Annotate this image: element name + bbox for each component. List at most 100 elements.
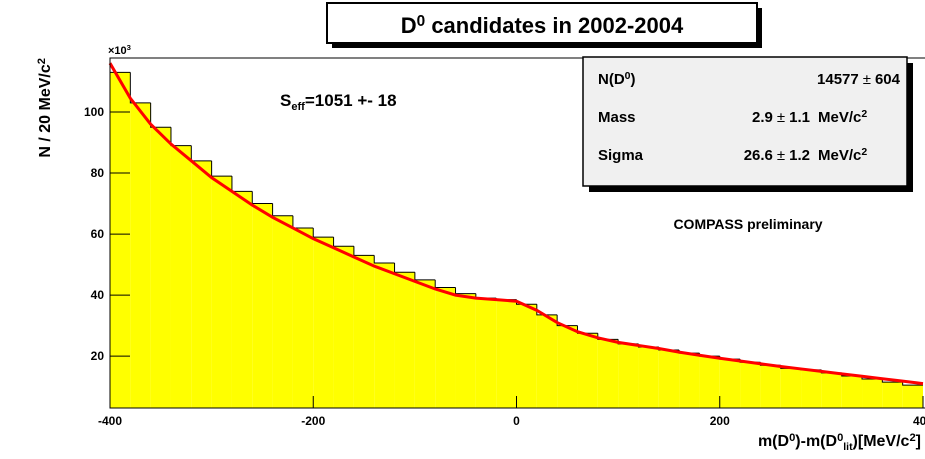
histogram-bar [496, 299, 517, 408]
stats-box [582, 56, 908, 187]
y-multiplier: ×103 [108, 43, 131, 57]
title-box [326, 2, 758, 44]
annotation: Seff=1051 +- 18 [280, 91, 397, 113]
x-axis-label-part: )-m(D [795, 433, 837, 450]
histogram-bar [801, 369, 822, 408]
y-tick-label: 80 [91, 166, 105, 180]
histogram-bar [313, 237, 334, 408]
histogram-bar [760, 365, 781, 408]
stats-label-part: Sigma [598, 147, 644, 164]
y-multiplier-part: 3 [127, 43, 131, 52]
stats-number: 2.9 [752, 109, 773, 126]
histogram-bar [638, 346, 659, 408]
histogram-bar [862, 379, 883, 408]
stats-unit-part: 2 [861, 108, 867, 120]
histogram-bar [597, 339, 619, 408]
annotation-part: S [280, 91, 291, 110]
histogram-bar [292, 227, 314, 408]
stats-unit-part: MeV/c [818, 147, 861, 164]
plot-frame [109, 57, 925, 409]
histogram-bar [150, 127, 171, 409]
stats-unit-part: 2 [861, 146, 867, 158]
histogram-step [231, 176, 253, 192]
histogram-step [312, 227, 334, 238]
histogram-step [434, 279, 456, 288]
histogram-bar [353, 255, 375, 408]
histogram-bar [902, 385, 923, 408]
histogram-bar [252, 203, 273, 408]
histogram-bar [719, 359, 741, 408]
histogram-bar [435, 287, 456, 408]
histogram-bar [272, 215, 293, 408]
histogram-step [292, 215, 314, 229]
stats-label-part: 0 [625, 70, 631, 82]
x-axis-label-part: 2 [909, 432, 915, 444]
histogram-bar [110, 72, 131, 408]
histogram-step [251, 191, 273, 205]
histogram-bar [882, 382, 903, 408]
histogram-step [902, 382, 923, 386]
stats-sep: ± [863, 71, 871, 88]
stats-sep: ± [777, 147, 785, 164]
stats-label-part: ) [631, 71, 636, 88]
histogram-step [272, 203, 293, 217]
stats-error: 604 [875, 71, 901, 88]
histogram-bar [658, 350, 680, 408]
histogram-step [556, 314, 578, 327]
histogram-step [129, 72, 151, 104]
x-axis-label-part: 0 [789, 432, 795, 444]
x-axis-label: m(D0)-m(D0lit)[MeV/c2] [758, 432, 921, 452]
histogram-bar [516, 304, 537, 408]
histogram-step [455, 287, 476, 295]
y-multiplier-part: ×10 [108, 45, 127, 57]
histogram-bar [679, 353, 700, 408]
y-axis-label-part: 2 [36, 58, 48, 64]
stats-value: 2.9 ±1.1 [752, 109, 810, 126]
fit-line [108, 62, 924, 386]
histogram-bar [333, 246, 354, 408]
histogram-bar [475, 298, 497, 408]
annotation-part: =1051 +- 18 [305, 91, 397, 110]
stats-error: 1.1 [789, 109, 810, 126]
histogram-bar [394, 272, 415, 408]
histogram-step [373, 255, 395, 264]
x-tick-label: -200 [301, 414, 325, 428]
stats-value: 14577 ±604 [817, 71, 901, 88]
stats-unit-part: MeV/c [818, 109, 861, 126]
histogram-step [536, 304, 558, 316]
stats-label: Mass [598, 109, 636, 126]
histogram-bar [211, 176, 232, 408]
x-axis-label-part: m(D [758, 433, 789, 450]
x-axis-label-part: ] [916, 433, 921, 450]
histogram-bar [699, 356, 720, 408]
y-axis-label-part: N / 20 MeV/c [37, 64, 54, 157]
histogram-step [333, 237, 354, 247]
histogram-bar [536, 314, 558, 408]
histogram-step [414, 272, 436, 281]
x-axis-label-part: 0 [837, 432, 843, 444]
stats-error: 1.2 [789, 147, 810, 164]
stats-unit: MeV/c2 [818, 108, 867, 126]
y-tick-label: 60 [91, 227, 105, 241]
histogram-bar [740, 362, 761, 408]
histogram-step [211, 160, 232, 177]
histogram-bar [374, 263, 395, 408]
stats-label: Sigma [598, 147, 644, 164]
y-tick-label: 40 [91, 288, 105, 302]
x-tick-label: -400 [98, 414, 122, 428]
x-tick-label: 200 [710, 414, 730, 428]
chart-title-part: 0 [417, 13, 426, 30]
chart-title-part: D [401, 13, 417, 38]
histogram-step [170, 127, 192, 147]
annotation-part: eff [291, 101, 305, 113]
histogram-step [190, 145, 212, 162]
y-axis-label: N / 20 MeV/c2 [36, 58, 54, 158]
histogram-bar [191, 160, 212, 408]
stats-number: 26.6 [744, 147, 773, 164]
stats-value: 26.6 ±1.2 [744, 147, 810, 164]
x-tick-label: 400 [913, 414, 925, 428]
histogram-bar [618, 343, 639, 408]
histogram-step [150, 102, 171, 128]
